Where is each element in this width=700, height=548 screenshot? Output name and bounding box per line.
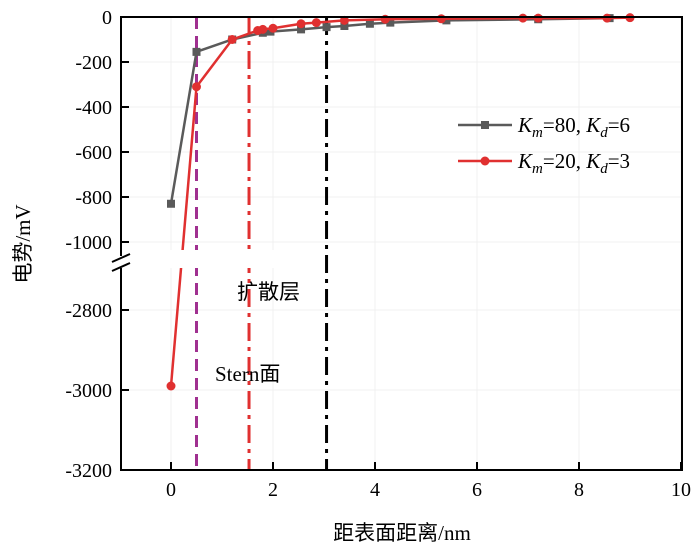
data-point: [602, 13, 612, 23]
legend-label-part: K: [517, 113, 533, 137]
y-tick-label: -1000: [65, 232, 112, 254]
legend-label-part: K: [517, 149, 533, 173]
legend-label-part: m: [532, 125, 543, 141]
legend-label-part: K: [585, 149, 601, 173]
data-point: [442, 16, 451, 25]
data-point: [192, 82, 201, 92]
x-tick-label: 8: [574, 479, 584, 501]
data-point: [533, 13, 543, 23]
axis-break-mark: [111, 262, 131, 272]
legend-label-part: m: [532, 161, 543, 177]
data-point: [258, 24, 268, 34]
ticks: 0 2 4 6 8 10 0 -200 -400 -600 -800 -1000 -2800 -3000 -…: [65, 7, 691, 501]
data-point: [166, 381, 176, 391]
data-point: [322, 23, 331, 32]
data-point: [296, 19, 306, 29]
legend-label-part: d: [600, 125, 608, 141]
y-tick-label: -800: [75, 187, 112, 209]
plot-frame: [120, 16, 683, 471]
data-point: [339, 15, 349, 25]
series-line: [169, 16, 610, 204]
annotation-diffuse-layer: 扩散层: [237, 280, 300, 304]
y-tick-label: -3000: [65, 380, 112, 402]
legend-marker: [480, 156, 490, 166]
legend-label-part: =3: [608, 149, 630, 173]
x-tick-label: 6: [472, 479, 482, 501]
y-tick-label: -600: [75, 142, 112, 164]
legend-label-part: K: [585, 113, 601, 137]
axis-break-mark: [111, 253, 131, 263]
data-point: [386, 18, 395, 27]
x-tick-label: 2: [268, 479, 278, 501]
y-tick-label: 0: [102, 7, 112, 29]
y-tick-label: -2800: [65, 300, 112, 322]
y-tick-label: -3200: [65, 460, 112, 482]
data-point: [268, 23, 278, 33]
y-tick-label: -400: [75, 97, 112, 119]
data-point: [297, 25, 306, 34]
series-group: [166, 13, 635, 391]
annotation-stern-plane: Stern面: [215, 362, 280, 386]
x-tick-label: 10: [671, 479, 691, 501]
vertical-lines: [195, 17, 329, 470]
data-point: [340, 22, 349, 30]
legend-marker: [481, 121, 489, 129]
data-point: [227, 35, 237, 44]
legend-label: Km=20, Kd=3: [517, 149, 630, 177]
x-tick-label: 4: [370, 479, 380, 501]
x-axis-label: 距表面距离/nm: [333, 521, 471, 545]
data-point: [192, 47, 201, 56]
series-line: [169, 16, 631, 387]
legend-label: Km=80, Kd=6: [517, 113, 630, 141]
data-point: [167, 199, 175, 208]
y-tick-label: -200: [75, 52, 112, 74]
legend-label-part: d: [600, 161, 608, 177]
data-point: [518, 13, 528, 23]
legend: Km=80, Kd=6Km=20, Kd=3: [458, 113, 630, 177]
y-axis-label: 电势/mV: [11, 204, 35, 283]
axis-break-gap: [125, 250, 275, 268]
legend-label-part: =6: [608, 113, 630, 137]
data-point: [311, 18, 321, 28]
legend-label-part: =20,: [543, 149, 586, 173]
data-point: [365, 19, 374, 28]
data-point: [436, 14, 446, 24]
legend-label-part: =80,: [543, 113, 586, 137]
grid: [121, 16, 682, 471]
x-tick-label: 0: [166, 479, 176, 501]
